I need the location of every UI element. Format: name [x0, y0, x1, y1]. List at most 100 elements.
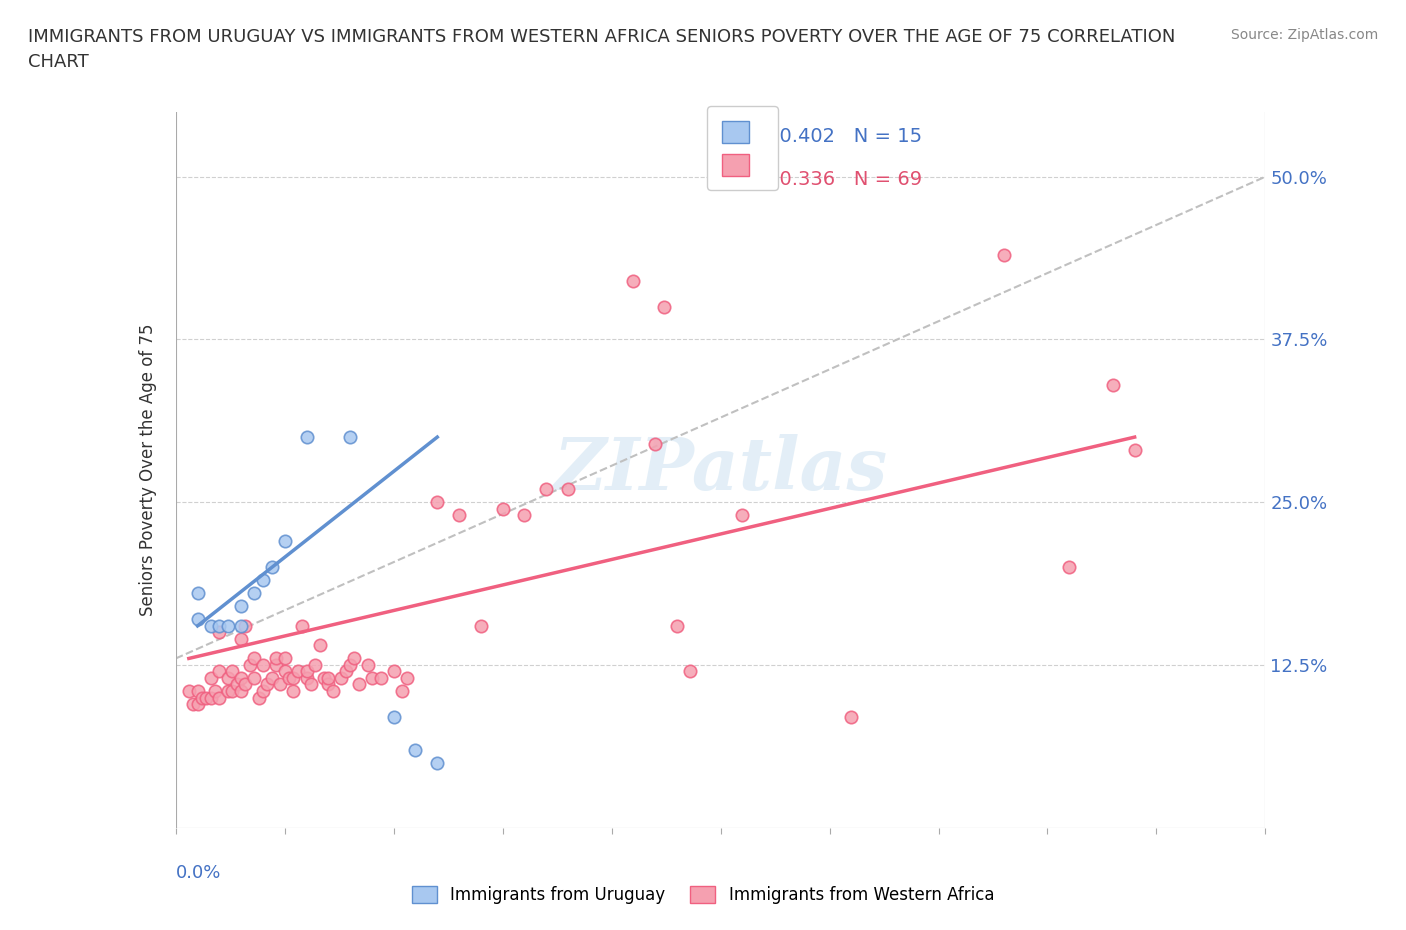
- Point: [644, 436, 666, 451]
- Point: [208, 690, 231, 705]
- Point: [557, 482, 579, 497]
- Point: [347, 677, 370, 692]
- Point: [243, 671, 266, 685]
- Point: [231, 671, 253, 685]
- Point: [308, 638, 330, 653]
- Legend: , : ,: [707, 106, 778, 190]
- Point: [200, 690, 222, 705]
- Point: [382, 664, 405, 679]
- Point: [304, 658, 326, 672]
- Point: [186, 586, 209, 601]
- Point: [247, 690, 270, 705]
- Point: [312, 671, 335, 685]
- Point: [426, 755, 449, 770]
- Point: [274, 664, 297, 679]
- Point: [186, 697, 209, 711]
- Point: [217, 684, 239, 698]
- Point: [335, 664, 357, 679]
- Point: [243, 586, 266, 601]
- Point: [370, 671, 392, 685]
- Legend: Immigrants from Uruguay, Immigrants from Western Africa: Immigrants from Uruguay, Immigrants from…: [404, 878, 1002, 912]
- Point: [283, 684, 305, 698]
- Point: [447, 508, 470, 523]
- Point: [208, 664, 231, 679]
- Text: ZIPatlas: ZIPatlas: [554, 434, 887, 505]
- Point: [235, 618, 257, 633]
- Point: [1123, 443, 1146, 458]
- Point: [679, 664, 702, 679]
- Point: [181, 697, 204, 711]
- Point: [395, 671, 418, 685]
- Point: [260, 671, 283, 685]
- Point: [208, 618, 231, 633]
- Point: [513, 508, 536, 523]
- Point: [339, 658, 361, 672]
- Text: IMMIGRANTS FROM URUGUAY VS IMMIGRANTS FROM WESTERN AFRICA SENIORS POVERTY OVER T: IMMIGRANTS FROM URUGUAY VS IMMIGRANTS FR…: [28, 28, 1175, 71]
- Point: [287, 664, 309, 679]
- Point: [343, 651, 366, 666]
- Point: [204, 684, 226, 698]
- Point: [621, 273, 644, 288]
- Point: [492, 501, 515, 516]
- Text: 0.0%: 0.0%: [176, 863, 221, 882]
- Point: [993, 247, 1015, 262]
- Point: [391, 684, 413, 698]
- Point: [666, 618, 689, 633]
- Text: R = 0.402   N = 15: R = 0.402 N = 15: [737, 127, 922, 146]
- Point: [195, 690, 218, 705]
- Point: [264, 658, 287, 672]
- Text: Source: ZipAtlas.com: Source: ZipAtlas.com: [1230, 28, 1378, 42]
- Point: [235, 677, 257, 692]
- Point: [322, 684, 344, 698]
- Point: [243, 651, 266, 666]
- Point: [256, 677, 278, 692]
- Point: [426, 495, 449, 510]
- Point: [217, 618, 239, 633]
- Point: [1057, 560, 1080, 575]
- Point: [231, 684, 253, 698]
- Point: [177, 684, 200, 698]
- Point: [264, 651, 287, 666]
- Point: [225, 677, 247, 692]
- Point: [295, 430, 318, 445]
- Point: [283, 671, 305, 685]
- Point: [405, 742, 427, 757]
- Point: [239, 658, 262, 672]
- Point: [200, 618, 222, 633]
- Point: [652, 299, 675, 314]
- Point: [330, 671, 353, 685]
- Point: [841, 710, 863, 724]
- Point: [231, 599, 253, 614]
- Point: [470, 618, 492, 633]
- Point: [318, 677, 340, 692]
- Point: [299, 677, 322, 692]
- Point: [534, 482, 557, 497]
- Point: [291, 618, 314, 633]
- Point: [295, 671, 318, 685]
- Point: [231, 631, 253, 646]
- Point: [260, 560, 283, 575]
- Point: [186, 612, 209, 627]
- Point: [274, 534, 297, 549]
- Point: [1102, 378, 1125, 392]
- Point: [360, 671, 382, 685]
- Point: [191, 690, 214, 705]
- Point: [274, 651, 297, 666]
- Point: [221, 684, 243, 698]
- Point: [252, 684, 274, 698]
- Point: [278, 671, 301, 685]
- Point: [186, 684, 209, 698]
- Point: [269, 677, 291, 692]
- Point: [252, 658, 274, 672]
- Point: [231, 618, 253, 633]
- Point: [339, 430, 361, 445]
- Point: [221, 664, 243, 679]
- Text: R = 0.336   N = 69: R = 0.336 N = 69: [737, 170, 922, 189]
- Point: [208, 625, 231, 640]
- Point: [382, 710, 405, 724]
- Point: [295, 664, 318, 679]
- Point: [252, 573, 274, 588]
- Y-axis label: Seniors Poverty Over the Age of 75: Seniors Poverty Over the Age of 75: [139, 324, 157, 616]
- Point: [217, 671, 239, 685]
- Point: [200, 671, 222, 685]
